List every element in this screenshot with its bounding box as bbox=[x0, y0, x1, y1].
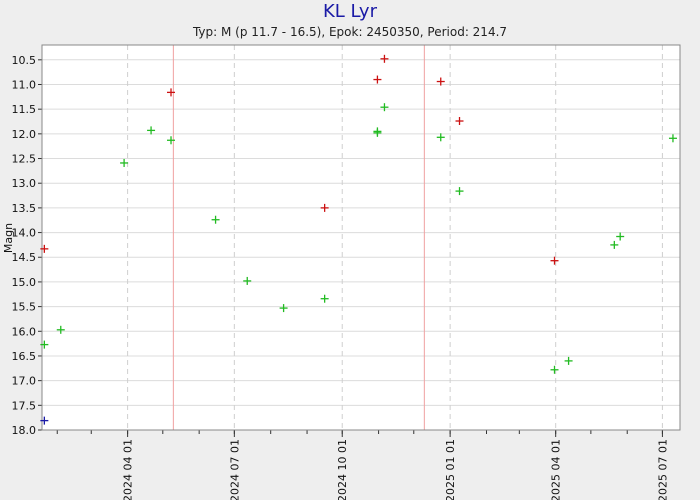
data-point bbox=[668, 134, 677, 143]
y-tick-label: 14.0 bbox=[12, 227, 37, 240]
data-point bbox=[455, 117, 464, 126]
y-tick-label: 11.0 bbox=[12, 78, 37, 91]
data-point bbox=[56, 325, 65, 334]
data-point bbox=[436, 77, 445, 86]
y-tick-label: 13.0 bbox=[12, 177, 37, 190]
plot-area bbox=[42, 45, 680, 430]
y-tick-label: 14.5 bbox=[12, 251, 37, 264]
data-point bbox=[243, 276, 252, 285]
y-tick-label: 16.5 bbox=[12, 350, 37, 363]
data-point bbox=[120, 158, 129, 167]
y-tick-label: 12.5 bbox=[12, 153, 37, 166]
x-tick-label: 2024 10 01 bbox=[336, 439, 349, 500]
data-point bbox=[380, 54, 389, 63]
data-point bbox=[40, 244, 49, 253]
data-point bbox=[167, 136, 176, 145]
y-tick-label: 13.5 bbox=[12, 202, 37, 215]
data-point bbox=[320, 294, 329, 303]
data-point bbox=[616, 232, 625, 241]
plot-border bbox=[41, 44, 681, 431]
data-point bbox=[320, 203, 329, 212]
x-tick-label: 2024 07 01 bbox=[228, 439, 241, 500]
y-tick-label: 10.5 bbox=[12, 54, 37, 67]
data-point bbox=[610, 240, 619, 249]
x-tick-label: 2025 07 01 bbox=[656, 439, 669, 500]
y-tick-label: 18.0 bbox=[12, 424, 37, 437]
x-tick-label: 2025 01 01 bbox=[444, 439, 457, 500]
data-point bbox=[380, 103, 389, 112]
data-point bbox=[211, 215, 220, 224]
x-tick-label: 2024 04 01 bbox=[122, 439, 135, 500]
y-axis-label: Magn bbox=[2, 223, 15, 253]
data-point bbox=[279, 304, 288, 313]
data-point bbox=[147, 126, 156, 135]
y-tick-label: 15.0 bbox=[12, 276, 37, 289]
chart-subtitle: Typ: M (p 11.7 - 16.5), Epok: 2450350, P… bbox=[192, 25, 508, 39]
data-point bbox=[550, 365, 559, 374]
y-tick-label: 15.5 bbox=[12, 301, 37, 314]
data-point bbox=[436, 133, 445, 142]
data-point bbox=[167, 88, 176, 97]
y-tick-label: 17.0 bbox=[12, 375, 37, 388]
y-tick-label: 12.0 bbox=[12, 128, 37, 141]
data-point bbox=[40, 340, 49, 349]
data-point bbox=[564, 356, 573, 365]
y-tick-label: 17.5 bbox=[12, 399, 37, 412]
data-point bbox=[455, 187, 464, 196]
y-tick-label: 16.0 bbox=[12, 325, 37, 338]
y-tick-label: 11.5 bbox=[12, 103, 37, 116]
chart-title: KL Lyr bbox=[323, 1, 377, 22]
data-point bbox=[40, 416, 49, 425]
data-point bbox=[373, 128, 382, 137]
data-point bbox=[550, 256, 559, 265]
x-tick-label: 2025 04 01 bbox=[550, 439, 563, 500]
data-point bbox=[373, 75, 382, 84]
